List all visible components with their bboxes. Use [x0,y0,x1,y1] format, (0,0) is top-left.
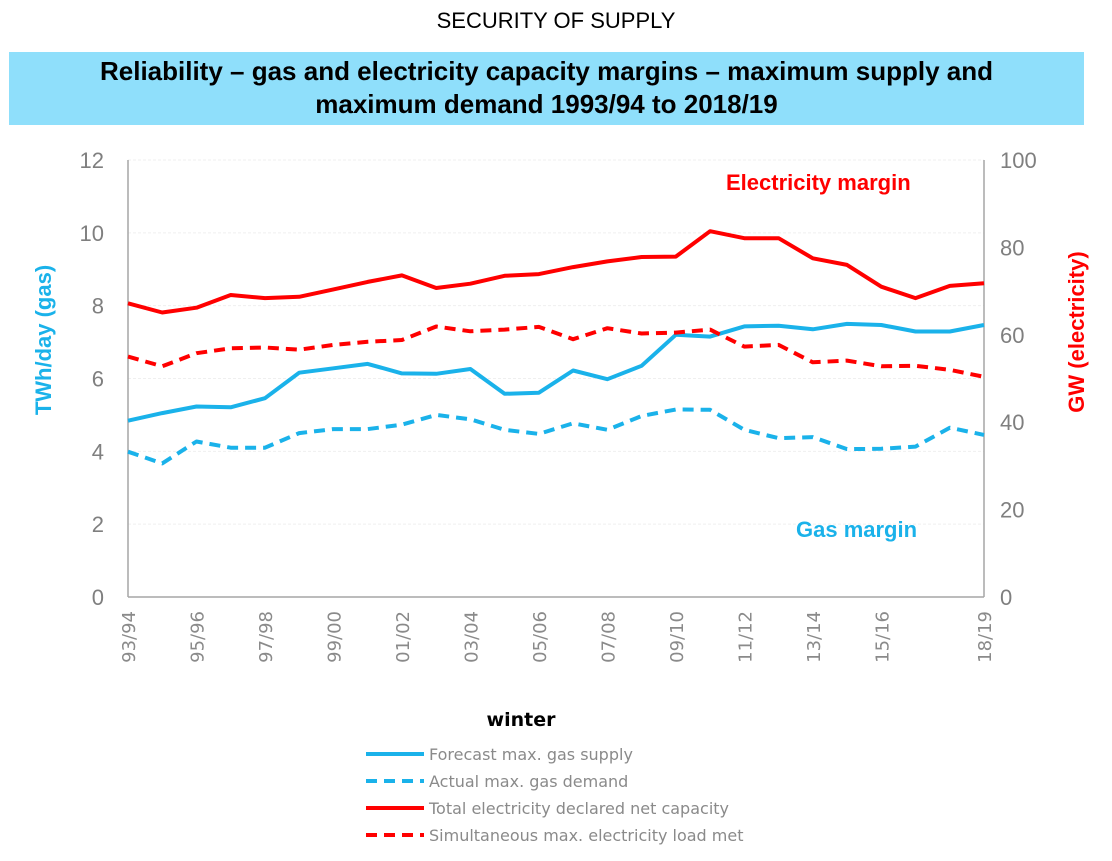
x-tick-label: 15/16 [872,611,893,663]
gridlines [128,159,984,525]
x-axis-title: winter [487,709,557,731]
legend-item: Actual max. gas demand [366,772,628,791]
y-left-tick-label: 12 [80,148,104,173]
y-right-tick-label: 80 [1000,235,1024,260]
x-tick-label: 95/96 [187,611,208,663]
annotation-electricity-margin: Electricity margin [726,170,911,195]
y-right-tick-label: 60 [1000,323,1024,348]
legend-label: Total electricity declared net capacity [428,799,729,818]
y-left-tick-label: 0 [92,585,104,610]
y-axis-left-ticks: 0 2 4 6 8 10 12 [80,148,104,610]
annotation-gas-margin: Gas margin [796,517,917,542]
legend-item: Total electricity declared net capacity [366,799,729,818]
x-tick-label: 07/08 [598,611,619,663]
y-right-tick-label: 20 [1000,498,1024,523]
y-left-tick-label: 8 [92,294,104,319]
y-right-tick-label: 100 [1000,148,1037,173]
chart-title-banner: Reliability – gas and electricity capaci… [9,52,1084,125]
y-right-tick-label: 0 [1000,585,1012,610]
section-title: SECURITY OF SUPPLY [436,8,676,33]
legend-label: Simultaneous max. electricity load met [429,826,744,845]
legend: Forecast max. gas supply Actual max. gas … [366,745,744,845]
y-axis-right-title: GW (electricity) [1064,251,1089,412]
y-axis-left-title: TWh/day (gas) [31,265,56,415]
x-tick-label: 93/94 [119,611,140,663]
x-tick-label: 01/02 [393,611,414,663]
x-tick-label: 11/12 [735,611,756,663]
x-tick-label: 99/00 [324,611,345,663]
y-left-tick-label: 2 [92,512,104,537]
chart-title-line-2: maximum demand 1993/94 to 2018/19 [315,89,778,119]
series-line-2 [127,229,985,315]
legend-item: Forecast max. gas supply [366,745,633,764]
x-tick-label: 03/04 [461,611,482,663]
y-axis-right-ticks: 0 20 40 60 80 100 [1000,148,1037,610]
y-left-tick-label: 4 [92,439,104,464]
x-tick-label: 18/19 [975,611,996,663]
series-line-1 [127,407,985,466]
y-right-tick-label: 40 [1000,410,1024,435]
x-tick-label: 13/14 [804,611,825,663]
legend-label: Actual max. gas demand [429,772,628,791]
series-line-3 [127,324,985,379]
x-tick-label: 09/10 [667,611,688,663]
series-lines [127,229,985,466]
x-tick-label: 05/06 [530,611,551,663]
chart-title-line-1: Reliability – gas and electricity capaci… [99,56,993,86]
series-line-0 [127,321,985,423]
y-left-tick-label: 10 [80,221,104,246]
legend-item: Simultaneous max. electricity load met [366,826,744,845]
y-left-tick-label: 6 [92,367,104,392]
x-tick-label: 97/98 [256,611,277,663]
x-axis-ticks: 93/94 95/96 97/98 99/00 01/02 03/04 05/06 07/08… [119,611,996,663]
legend-label: Forecast max. gas supply [429,745,633,764]
